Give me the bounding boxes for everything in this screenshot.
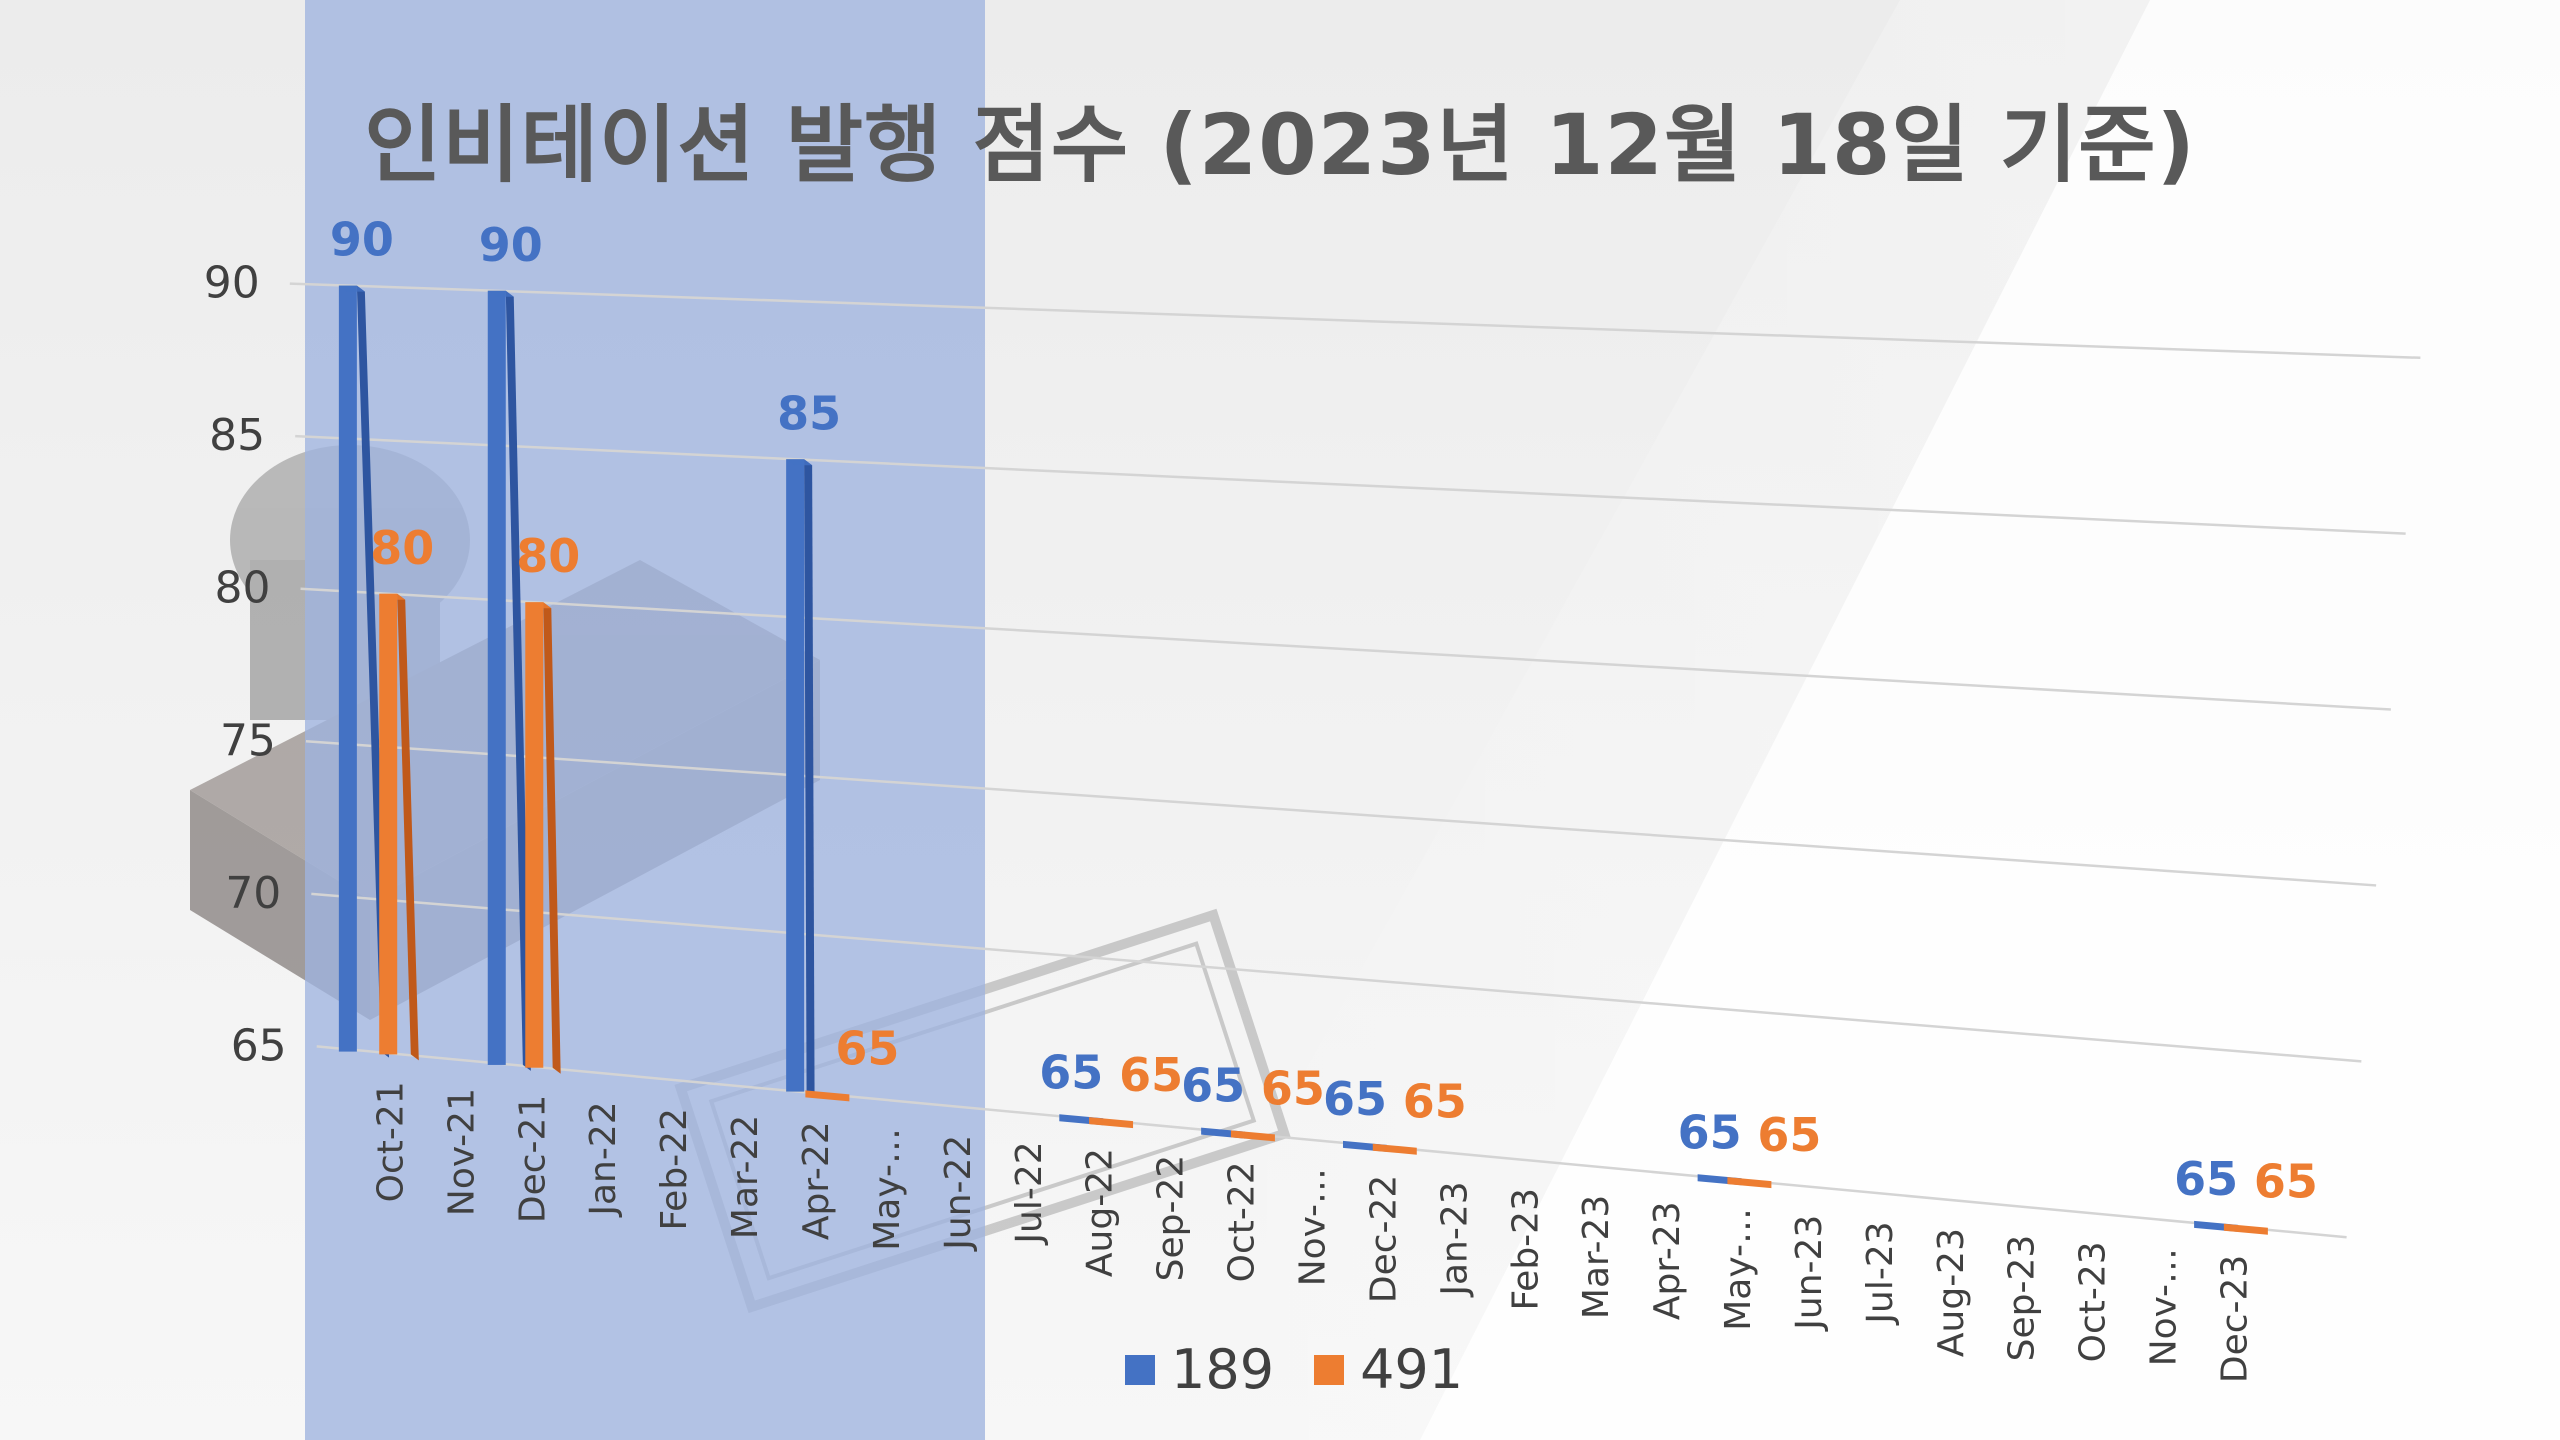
bar-side-491-Oct-21 (397, 593, 419, 1061)
x-tick-label: Apr-23 (1647, 1201, 1688, 1320)
bar-491-Dec-22[interactable] (1372, 1143, 1417, 1155)
y-tick-label: 70 (225, 868, 281, 919)
data-label-491-Oct-22: 65 (1261, 1061, 1325, 1115)
x-tick-label: May-… (867, 1128, 908, 1251)
x-tick-label: Oct-23 (2073, 1241, 2114, 1362)
x-tick-label: Jun-22 (938, 1135, 979, 1252)
bar-side-491-Dec-21 (543, 602, 561, 1074)
bar-491-Oct-22[interactable] (1230, 1130, 1275, 1142)
bar-side-189-Apr-22 (804, 459, 815, 1098)
data-label-189-Oct-21: 90 (330, 213, 394, 267)
x-tick-label: Sep-23 (2002, 1235, 2043, 1362)
data-label-189-Dec-22: 65 (1323, 1072, 1387, 1126)
x-tick-label: Feb-23 (1505, 1188, 1546, 1311)
bar-491-Oct-21[interactable] (379, 593, 398, 1055)
bar-491-Dec-21[interactable] (525, 602, 544, 1068)
chart-title: 인비테이션 발행 점수 (2023년 12월 18일 기준) (364, 96, 2196, 194)
x-tick-label: Oct-21 (370, 1081, 411, 1202)
legend-swatch-491 (1314, 1354, 1345, 1385)
x-tick-label: Jul-23 (1860, 1221, 1901, 1325)
bar-491-Dec-23[interactable] (2223, 1223, 2268, 1235)
data-label-491-Oct-21: 80 (370, 521, 434, 575)
y-axis-ticks: 65 70 75 80 85 90 (204, 258, 287, 1072)
gridline (316, 1045, 2347, 1239)
x-tick-label: May-… (1718, 1208, 1759, 1331)
y-tick-label: 75 (220, 715, 276, 766)
y-tick-label: 90 (204, 258, 260, 309)
data-label-491-Aug-22: 65 (1119, 1048, 1183, 1102)
bar-top-189-Oct-21 (338, 285, 365, 292)
bar-top-491-Dec-21 (525, 602, 552, 609)
data-label-491-Apr-22: 65 (835, 1021, 899, 1075)
legend-item-189[interactable]: 189 (1125, 1338, 1274, 1401)
soft-wedge (1100, 0, 2150, 1440)
gridline (289, 282, 2421, 360)
bar-top-189-Dec-21 (487, 290, 514, 297)
light-wedge (1420, 0, 2560, 1440)
legend-label-491: 491 (1360, 1338, 1464, 1401)
legend: 189 491 (1125, 1338, 1503, 1401)
y-tick-label: 85 (209, 410, 265, 461)
x-tick-label: Oct-22 (1222, 1161, 1263, 1282)
highlight-panel (305, 0, 985, 1440)
x-tick-label: Jun-23 (1789, 1215, 1830, 1332)
x-tick-label: Nov-… (2144, 1248, 2185, 1366)
bar-491-May-…[interactable] (1727, 1177, 1772, 1189)
data-label-491-Dec-23: 65 (2254, 1155, 2318, 1209)
x-tick-label: Feb-22 (654, 1108, 695, 1231)
x-tick-label: Dec-21 (512, 1095, 553, 1223)
x-tick-label: Mar-23 (1576, 1195, 1617, 1319)
data-label-491-Dec-21: 80 (516, 529, 580, 583)
bar-side-189-Dec-21 (505, 290, 531, 1071)
gridline (311, 892, 2362, 1063)
bar-491-Apr-22[interactable] (805, 1090, 850, 1102)
data-label-189-Oct-22: 65 (1181, 1059, 1245, 1113)
data-label-491-Dec-22: 65 (1403, 1075, 1467, 1129)
data-label-189-May-…: 65 (1678, 1105, 1742, 1159)
gridline (295, 434, 2406, 535)
y-tick-label: 80 (215, 563, 271, 614)
data-label-189-Dec-23: 65 (2174, 1152, 2238, 1206)
x-tick-label: Jul-22 (1009, 1141, 1050, 1245)
legend-label-189: 189 (1171, 1338, 1275, 1401)
x-tick-label: Dec-22 (1363, 1175, 1404, 1303)
data-label-189-Apr-22: 85 (777, 386, 841, 440)
y-tick-label: 65 (231, 1020, 287, 1071)
legend-item-491[interactable]: 491 (1314, 1338, 1463, 1401)
legend-swatch-189 (1125, 1354, 1155, 1385)
x-tick-label: Aug-23 (1931, 1228, 1972, 1357)
x-axis-ticks: Oct-21 Nov-21 Dec-21 Jan-22 Feb-22 Mar-22 Apr-… (370, 1081, 2255, 1383)
x-tick-label: Dec-23 (2215, 1255, 2256, 1383)
bar-189-Dec-21[interactable] (487, 290, 506, 1065)
bar-189-Oct-21[interactable] (338, 285, 357, 1052)
bar-491-Aug-22[interactable] (1089, 1117, 1134, 1129)
x-tick-label: Mar-22 (725, 1115, 766, 1239)
data-label-189-Dec-21: 90 (479, 218, 543, 272)
x-tick-label: Apr-22 (796, 1121, 837, 1240)
gridlines (289, 282, 2421, 1239)
bar-top-491-Oct-21 (379, 593, 406, 600)
gridline (300, 587, 2391, 711)
x-tick-label: Nov-21 (441, 1088, 482, 1216)
x-tick-label: Jan-22 (583, 1101, 624, 1217)
gridline (305, 740, 2377, 887)
x-tick-label: Sep-22 (1151, 1155, 1192, 1282)
x-tick-label: Nov-… (1293, 1168, 1334, 1286)
data-label-491-May-…: 65 (1757, 1108, 1821, 1162)
bars (338, 285, 2268, 1235)
bar-top-189-Apr-22 (786, 459, 813, 466)
bar-189-Apr-22[interactable] (786, 459, 805, 1092)
data-label-189-Aug-22: 65 (1039, 1045, 1103, 1099)
x-tick-label: Jan-23 (1434, 1181, 1475, 1297)
x-tick-label: Aug-22 (1080, 1148, 1121, 1277)
